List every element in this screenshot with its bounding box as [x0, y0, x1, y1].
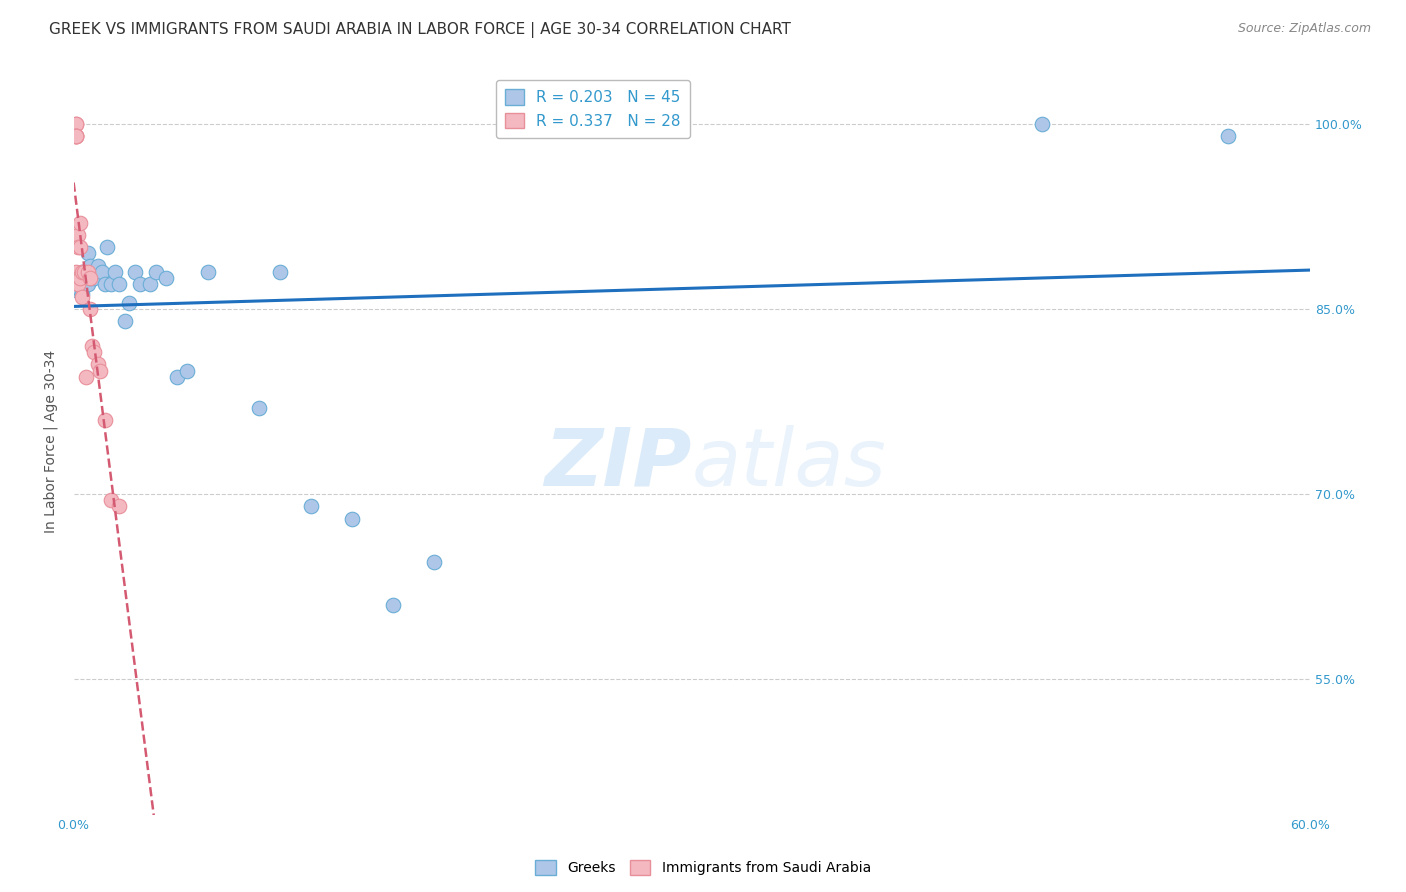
Point: [69, 284, 91, 298]
Point: [66, 240, 89, 254]
Point: [118, 295, 141, 310]
Point: [96, 240, 118, 254]
Point: [91, 265, 114, 279]
Point: [65, 129, 87, 144]
Text: ZIP: ZIP: [544, 425, 692, 503]
Point: [176, 364, 198, 378]
Text: GREEK VS IMMIGRANTS FROM SAUDI ARABIA IN LABOR FORCE | AGE 30-34 CORRELATION CHA: GREEK VS IMMIGRANTS FROM SAUDI ARABIA IN…: [49, 22, 792, 38]
Point: [65, 129, 87, 144]
Point: [70, 290, 93, 304]
Point: [70, 275, 93, 289]
Point: [423, 555, 446, 569]
Point: [75, 265, 97, 279]
Point: [100, 493, 122, 508]
Point: [83, 345, 105, 359]
Point: [73, 265, 96, 279]
Point: [93, 277, 115, 292]
Point: [89, 364, 111, 378]
Point: [69, 240, 91, 254]
Point: [155, 271, 177, 285]
Point: [382, 598, 405, 612]
Point: [65, 284, 87, 298]
Point: [82, 339, 104, 353]
Point: [79, 259, 101, 273]
Text: Source: ZipAtlas.com: Source: ZipAtlas.com: [1237, 22, 1371, 36]
Point: [299, 500, 322, 514]
Point: [93, 413, 115, 427]
Point: [108, 277, 131, 292]
Point: [79, 271, 101, 285]
Point: [70, 265, 93, 279]
Point: [87, 259, 110, 273]
Point: [65, 117, 87, 131]
Point: [69, 271, 91, 285]
Point: [124, 265, 146, 279]
Point: [69, 216, 91, 230]
Point: [70, 265, 93, 279]
Point: [65, 129, 87, 144]
Point: [83, 271, 105, 285]
Point: [1031, 117, 1053, 131]
Point: [75, 271, 97, 285]
Point: [70, 287, 93, 301]
Point: [66, 277, 89, 292]
Point: [87, 358, 110, 372]
Legend: Greeks, Immigrants from Saudi Arabia: Greeks, Immigrants from Saudi Arabia: [530, 855, 876, 880]
Point: [66, 271, 89, 285]
Point: [77, 265, 100, 279]
Point: [66, 271, 89, 285]
Text: atlas: atlas: [692, 425, 887, 503]
Point: [73, 275, 96, 289]
Point: [145, 265, 167, 279]
Point: [247, 401, 270, 415]
Point: [66, 277, 89, 292]
Point: [69, 277, 91, 292]
Point: [75, 369, 97, 384]
Point: [66, 227, 89, 242]
Point: [79, 301, 101, 316]
Point: [77, 277, 100, 292]
Point: [79, 271, 101, 285]
Point: [197, 265, 219, 279]
Point: [340, 511, 363, 525]
Point: [77, 246, 100, 260]
Point: [69, 271, 91, 285]
Point: [139, 277, 162, 292]
Point: [65, 265, 87, 279]
Point: [166, 369, 188, 384]
Point: [104, 265, 127, 279]
Point: [269, 265, 291, 279]
Point: [82, 268, 104, 282]
Point: [1216, 129, 1239, 144]
Point: [128, 277, 150, 292]
Legend: R = 0.203   N = 45, R = 0.337   N = 28: R = 0.203 N = 45, R = 0.337 N = 28: [496, 80, 689, 138]
Y-axis label: In Labor Force | Age 30-34: In Labor Force | Age 30-34: [44, 350, 58, 533]
Point: [100, 277, 122, 292]
Point: [65, 117, 87, 131]
Point: [108, 500, 131, 514]
Point: [73, 268, 96, 282]
Point: [114, 314, 136, 328]
Point: [65, 129, 87, 144]
Point: [83, 265, 105, 279]
